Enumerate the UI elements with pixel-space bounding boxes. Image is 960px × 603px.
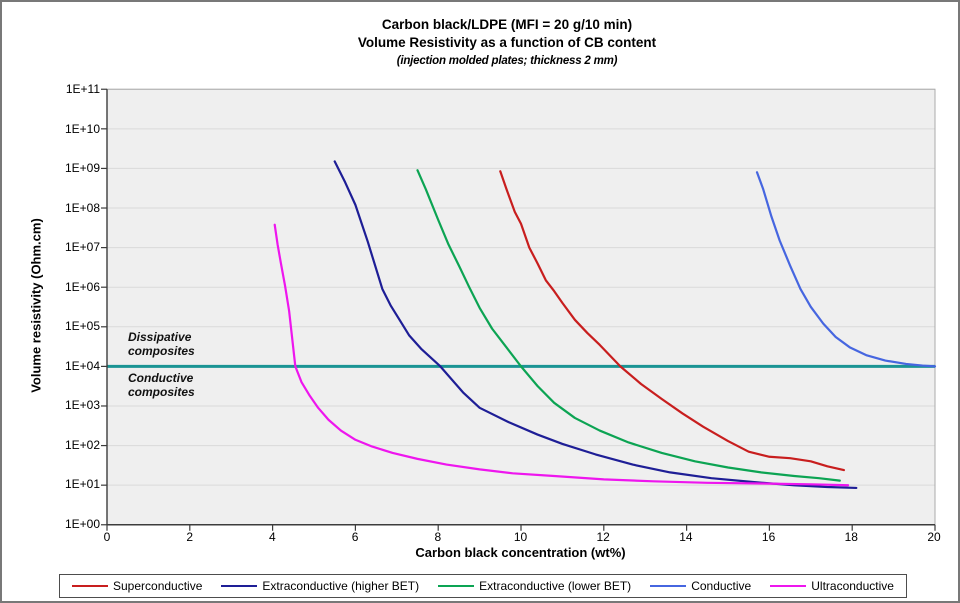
legend-item-extraconductive-lower-bet: Extraconductive (lower BET) (438, 579, 631, 593)
annotation-line: composites (128, 385, 195, 399)
legend-item-conductive: Conductive (650, 579, 751, 593)
legend-swatch-icon (770, 584, 807, 588)
legend-swatch-icon (438, 584, 475, 588)
y-tick-label: 1E+03 (64, 398, 100, 413)
legend-label: Ultraconductive (811, 579, 894, 593)
x-tick-label: 10 (513, 530, 528, 544)
x-tick-label: 8 (434, 530, 442, 544)
legend-item-ultraconductive: Ultraconductive (770, 579, 894, 593)
y-tick-label: 1E+05 (64, 319, 100, 334)
series-superconductive (499, 170, 845, 472)
series-extraconductive-lower-bet (416, 169, 841, 482)
y-tick-label: 1E+02 (64, 437, 100, 452)
y-tick-label: 1E+10 (64, 121, 100, 136)
legend-label: Superconductive (113, 579, 203, 593)
chart-note: (injection molded plates; thickness 2 mm… (396, 55, 618, 67)
legend-item-superconductive: Superconductive (72, 579, 202, 593)
x-tick-label: 12 (596, 530, 610, 544)
y-tick-label: 1E+11 (65, 82, 100, 96)
x-tick-label: 0 (103, 530, 111, 544)
legend-label: Extraconductive (lower BET) (479, 579, 632, 593)
y-tick-label: 1E+09 (64, 161, 100, 176)
annotation-dissipative-composites: Dissipative composites (128, 330, 195, 358)
plot-area (100, 88, 937, 531)
x-axis-title: Carbon black concentration (wt%) (415, 545, 626, 560)
legend-swatch-icon (650, 584, 687, 588)
annotation-line: composites (128, 344, 195, 358)
x-tick-label: 16 (761, 530, 776, 544)
legend-swatch-icon (72, 584, 108, 588)
annotation-line: Dissipative (128, 330, 192, 344)
y-tick-label: 1E+01 (64, 477, 100, 492)
legend-swatch-icon (221, 584, 258, 588)
series-conductive (755, 171, 937, 368)
legend-item-extraconductive-higher-bet: Extraconductive (higher BET) (221, 579, 419, 593)
series-ultraconductive (273, 223, 850, 487)
y-tick-label: 1E+04 (64, 358, 100, 373)
title-block: Carbon black/LDPE (MFI = 20 g/10 min) Vo… (62, 16, 952, 70)
x-tick-label: 14 (679, 530, 693, 544)
chart-subtitle: Volume Resistivity as a function of CB c… (357, 35, 657, 50)
x-tick-label: 6 (351, 530, 359, 544)
legend-label: Conductive (691, 579, 752, 593)
plot-background (107, 89, 935, 525)
y-tick-label: 1E+07 (64, 240, 100, 255)
annotation-conductive-composites: Conductive composites (128, 371, 195, 399)
annotation-line: Conductive (128, 371, 194, 385)
y-tick-label: 1E+08 (64, 200, 100, 215)
x-tick-label: 20 (927, 530, 941, 544)
chart-title: Carbon black/LDPE (MFI = 20 g/10 min) (381, 17, 633, 32)
x-tick-label: 18 (844, 530, 858, 544)
legend-label: Extraconductive (higher BET) (262, 579, 420, 593)
series-extraconductive-higher-bet (333, 160, 858, 490)
legend: Superconductive Extraconductive (higher B… (59, 574, 907, 598)
y-tick-label: 1E+06 (64, 279, 100, 294)
y-tick-label: 1E+00 (64, 517, 100, 531)
x-tick-label: 4 (269, 530, 276, 544)
x-tick-label: 2 (186, 530, 194, 544)
